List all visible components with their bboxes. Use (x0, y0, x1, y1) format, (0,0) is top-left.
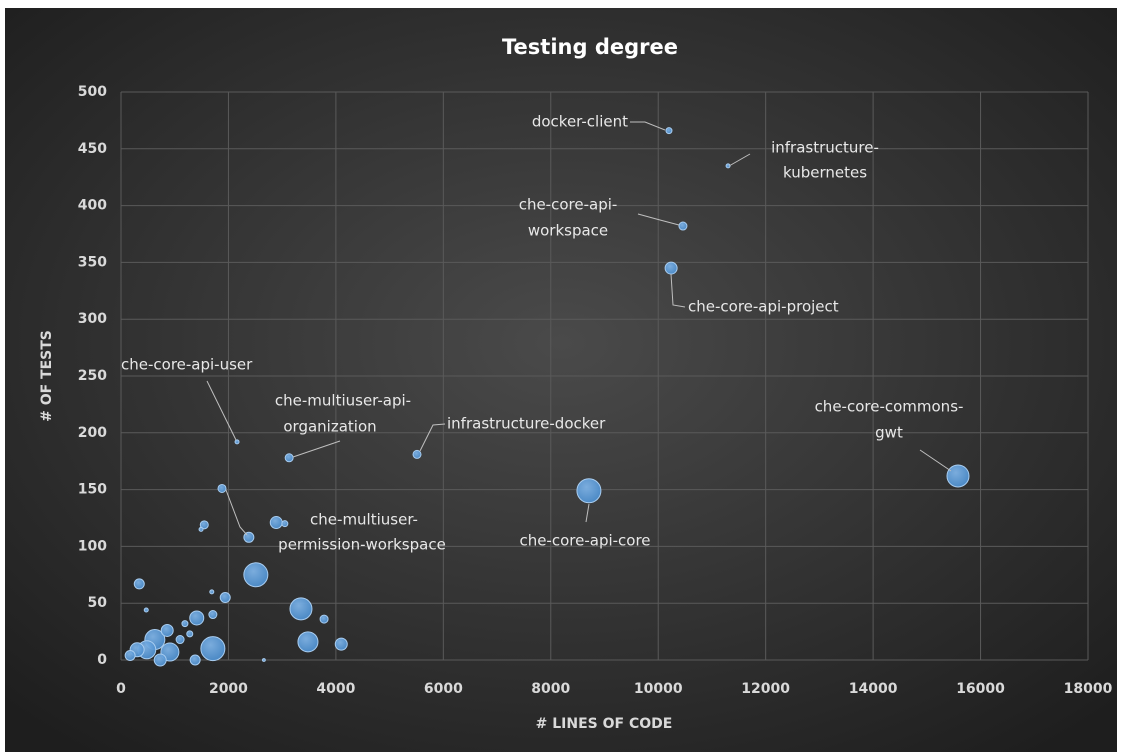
bubble (199, 520, 209, 530)
y-tick-label: 450 (78, 141, 107, 157)
x-axis-title: # LINES OF CODE (536, 716, 673, 732)
data-label: gwt (875, 424, 903, 442)
data-label: infrastructure-docker (447, 415, 606, 433)
bubble (124, 649, 136, 661)
leader-line (585, 503, 590, 523)
y-tick-label: 300 (78, 311, 107, 327)
x-tick-label: 8000 (531, 681, 570, 697)
leader-line (637, 213, 680, 226)
data-label: organization (283, 418, 376, 436)
bubble (261, 658, 266, 662)
leader-line (919, 449, 952, 472)
y-tick-label: 400 (78, 198, 107, 214)
y-tick-label: 100 (78, 538, 107, 554)
data-label: infrastructure- (771, 139, 879, 157)
leader-line (419, 423, 446, 452)
x-tick-label: 12000 (741, 681, 790, 697)
bubble (175, 635, 185, 645)
data-label: che-core-api-user (121, 356, 253, 374)
bubble (664, 261, 678, 275)
bubble (269, 516, 283, 530)
y-tick-label: 500 (78, 84, 107, 100)
bubble (217, 483, 227, 493)
bubble (678, 221, 688, 231)
background (5, 8, 1117, 752)
data-label: kubernetes (783, 164, 867, 182)
y-tick-label: 250 (78, 368, 107, 384)
leader-line (728, 153, 751, 167)
x-tick-label: 6000 (424, 681, 463, 697)
data-label: che-core-commons- (815, 398, 964, 416)
bubble (576, 478, 602, 504)
bubble (665, 127, 673, 135)
leader-line (206, 380, 237, 441)
bubble (143, 607, 149, 613)
data-label: permission-workspace (278, 536, 446, 554)
bubble (186, 630, 194, 638)
bubble (208, 610, 218, 620)
x-tick-label: 10000 (634, 681, 683, 697)
bubble (198, 526, 204, 532)
bubble (200, 636, 226, 662)
y-tick-label: 150 (78, 482, 107, 498)
leader-line (630, 121, 666, 131)
y-tick-label: 50 (88, 595, 108, 611)
x-tick-label: 2000 (209, 681, 248, 697)
data-label: che-core-api-core (519, 532, 650, 550)
y-tick-label: 350 (78, 254, 107, 270)
data-label: che-multiuser-api- (275, 392, 411, 410)
x-tick-label: 0 (116, 681, 126, 697)
bubble (181, 620, 189, 628)
leader-line (670, 273, 686, 308)
bubble (412, 449, 422, 459)
bubble (289, 597, 313, 621)
x-tick-label: 4000 (316, 681, 355, 697)
bubble (234, 439, 240, 445)
data-label: che-core-api-project (688, 298, 839, 316)
bubble (334, 637, 348, 651)
leader-line (225, 489, 248, 536)
bubble (189, 654, 201, 666)
bubble (209, 589, 215, 595)
leader-line (292, 440, 341, 458)
data-label: docker-client (532, 113, 628, 131)
chart-title: Testing degree (502, 35, 678, 59)
bubble (281, 520, 289, 528)
x-tick-label: 18000 (1064, 681, 1113, 697)
bubble (243, 562, 269, 588)
bubble (153, 653, 167, 667)
data-label: che-multiuser- (310, 511, 418, 529)
x-tick-label: 16000 (956, 681, 1005, 697)
bubble (284, 453, 294, 463)
bubble (219, 592, 231, 604)
bubble (133, 578, 145, 590)
bubble (160, 623, 174, 637)
bubble (946, 464, 970, 488)
y-axis-title: # OF TESTS (39, 330, 55, 422)
y-tick-label: 0 (97, 652, 107, 668)
bubble (297, 631, 319, 653)
y-tick-label: 200 (78, 425, 107, 441)
data-label: che-core-api- (519, 196, 618, 214)
bubble (319, 614, 329, 624)
x-tick-label: 14000 (849, 681, 898, 697)
bubble (189, 610, 205, 626)
data-label: workspace (528, 222, 608, 240)
